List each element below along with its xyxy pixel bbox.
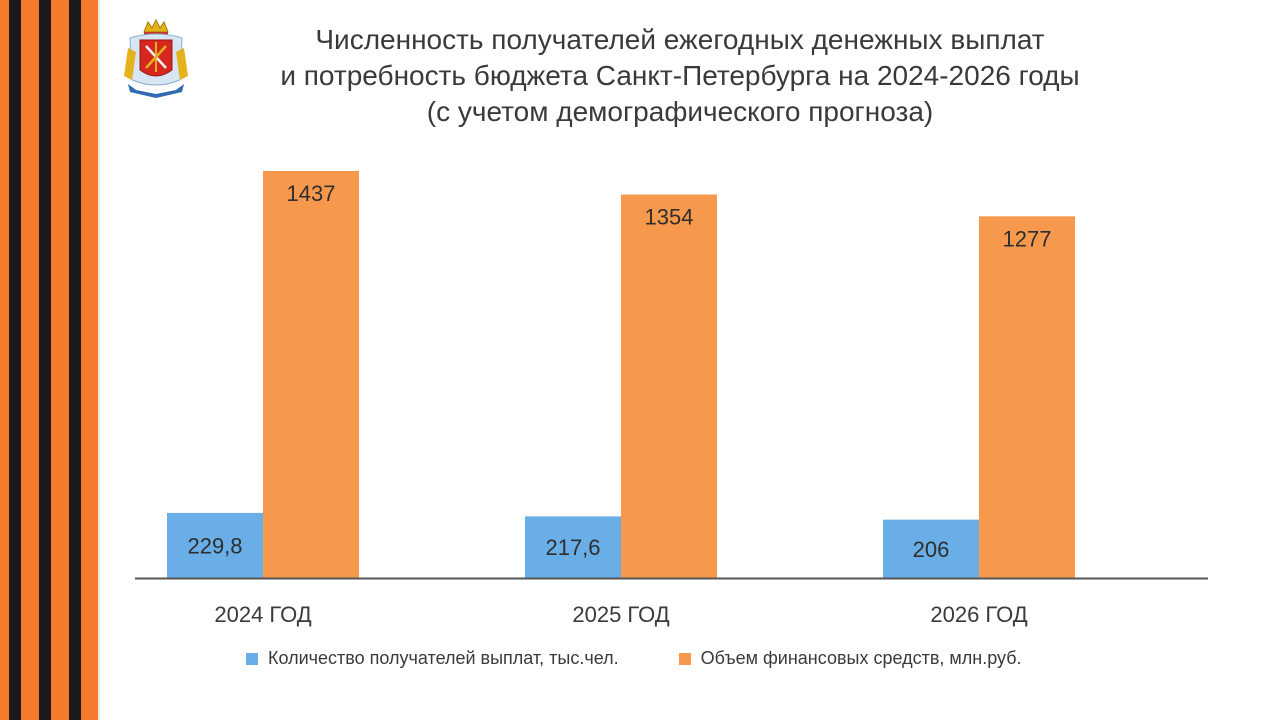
data-label-recipients-2: 206 (913, 537, 950, 562)
title-line-3: (с учетом демографического прогноза) (426, 96, 934, 127)
bar-funds-2 (979, 216, 1075, 578)
data-label-recipients-1: 217,6 (545, 535, 600, 560)
data-label-recipients-0: 229,8 (187, 533, 242, 558)
legend-item-funds: Объем финансовых средств, млн.руб. (678, 648, 1022, 669)
legend-item-recipients: Количество получателей выплат, тыс.чел. (246, 648, 619, 669)
chart-legend: Количество получателей выплат, тыс.чел. … (246, 648, 1082, 669)
coat-of-arms-icon (124, 18, 188, 98)
st-george-ribbon (0, 0, 98, 720)
bar-recipients-1 (525, 516, 621, 578)
data-label-funds-1: 1354 (645, 205, 694, 230)
title-line-1: Численность получателей ежегодных денежн… (315, 24, 1045, 55)
x-tick-label-2: 2026 ГОД (930, 602, 1027, 627)
legend-swatch-funds (678, 652, 691, 665)
x-tick-label-0: 2024 ГОД (214, 602, 311, 627)
x-tick-label-1: 2025 ГОД (572, 602, 669, 627)
data-label-funds-2: 1277 (1003, 226, 1052, 251)
legend-label-recipients: Количество получателей выплат, тыс.чел. (268, 648, 619, 668)
bar-recipients-2 (883, 519, 979, 578)
bar-funds-1 (621, 194, 717, 578)
bar-funds-0 (263, 171, 359, 578)
ribbon-divider (98, 0, 100, 720)
data-label-funds-0: 1437 (287, 181, 336, 206)
legend-label-funds: Объем финансовых средств, млн.руб. (700, 648, 1022, 668)
title-line-2: и потребность бюджета Санкт-Петербурга н… (280, 60, 1080, 91)
chart-title: Численность получателей ежегодных денежн… (230, 22, 1130, 130)
legend-swatch-recipients (246, 652, 258, 665)
bar-recipients-0 (167, 512, 263, 578)
